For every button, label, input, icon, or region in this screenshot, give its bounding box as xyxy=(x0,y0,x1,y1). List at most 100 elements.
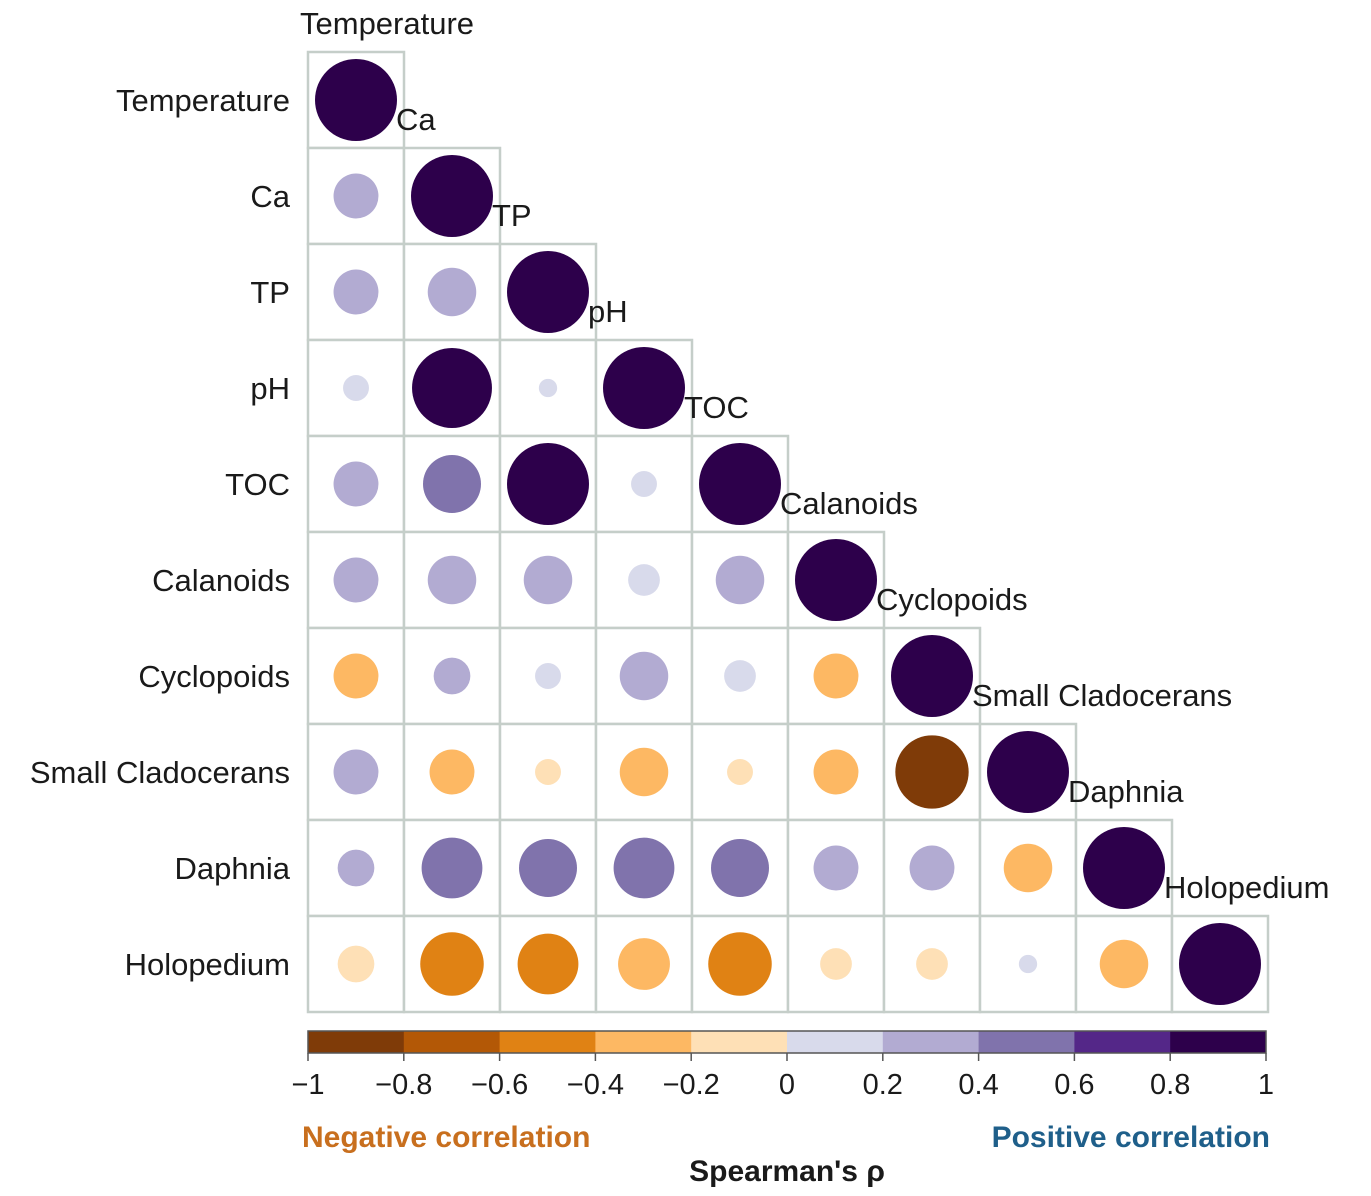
colorbar-tick-label-6: 0.2 xyxy=(863,1069,903,1101)
row-label-tp: TP xyxy=(250,275,290,310)
colorbar-tick-label-7: 0.4 xyxy=(958,1069,998,1101)
corr-circle-calanoids-ca xyxy=(427,555,477,605)
corr-circle-calanoids-temperature xyxy=(333,557,379,603)
corr-circle-daphnia-cyclopoids xyxy=(909,845,955,891)
corr-circle-holopedium-toc xyxy=(708,932,772,996)
corr-circle-cyclopoids-ca xyxy=(433,657,471,695)
column-label-ph: pH xyxy=(588,294,628,329)
corr-circle-small-cladocerans-toc xyxy=(727,759,753,785)
row-label-holopedium: Holopedium xyxy=(125,947,290,982)
corr-circle-small-cladocerans-tp xyxy=(535,759,561,785)
corr-circle-toc-ca xyxy=(423,455,481,513)
colorbar-bin-8 xyxy=(1074,1031,1171,1053)
column-label-daphnia: Daphnia xyxy=(1068,774,1184,809)
corr-circle-cyclopoids-ph xyxy=(619,651,669,701)
corr-circle-tp-tp xyxy=(507,251,589,333)
column-label-toc: TOC xyxy=(684,390,749,425)
colorbar-tick-label-8: 0.6 xyxy=(1054,1069,1094,1101)
corr-circle-holopedium-holopedium xyxy=(1179,923,1261,1005)
corr-circle-toc-temperature xyxy=(333,461,379,507)
row-label-toc: TOC xyxy=(225,467,290,502)
corr-circle-holopedium-cyclopoids xyxy=(916,948,948,980)
corr-circle-calanoids-tp xyxy=(523,555,573,605)
column-labels: Temperature Ca TP pH TOC Calanoids Cyclopoids S… xyxy=(300,6,1329,905)
corr-circle-calanoids-ph xyxy=(628,564,660,596)
corr-circle-cyclopoids-temperature xyxy=(333,653,379,699)
row-label-ph: pH xyxy=(250,371,290,406)
corr-circle-holopedium-ca xyxy=(420,932,484,996)
colorbar-bin-9 xyxy=(1170,1031,1267,1053)
corr-circle-ph-temperature xyxy=(343,375,369,401)
corr-circle-daphnia-temperature xyxy=(337,849,375,887)
corr-circle-daphnia-ph xyxy=(613,837,675,899)
corr-circle-daphnia-ca xyxy=(421,837,483,899)
corr-circle-ph-tp xyxy=(538,378,558,398)
corr-circle-toc-ph xyxy=(631,471,657,497)
corr-circle-cyclopoids-toc xyxy=(724,660,756,692)
row-label-small-cladocerans: Small Cladocerans xyxy=(30,755,290,790)
corr-circle-toc-tp xyxy=(507,443,589,525)
corr-circle-toc-toc xyxy=(699,443,781,525)
corr-circle-small-cladocerans-temperature xyxy=(333,749,379,795)
corr-circle-small-cladocerans-ca xyxy=(429,749,475,795)
colorbar-bin-6 xyxy=(882,1031,980,1053)
corr-circle-cyclopoids-calanoids xyxy=(813,653,859,699)
colorbar-ticks: −1 −0.8 −0.6 −0.4 −0.2 0 0.2 0.4 0.6 0.8 1 xyxy=(291,1053,1274,1101)
colorbar-bin-1 xyxy=(403,1031,501,1053)
corr-circle-calanoids-toc xyxy=(715,555,765,605)
corr-circle-ph-ca xyxy=(412,348,492,428)
corr-circle-ca-ca xyxy=(411,155,493,237)
row-labels: Temperature Ca TP pH TOC Calanoids Cyclopoids S… xyxy=(30,83,291,982)
corr-circle-tp-temperature xyxy=(333,269,379,315)
colorbar-bin-2 xyxy=(499,1031,596,1053)
colorbar-tick-label-1: −0.8 xyxy=(375,1069,432,1101)
column-label-temperature: Temperature xyxy=(300,6,474,41)
corr-circle-holopedium-tp xyxy=(517,933,579,995)
colorbar-bin-0 xyxy=(308,1031,405,1053)
corr-circle-holopedium-calanoids xyxy=(820,948,852,980)
corr-circle-small-cladocerans-calanoids xyxy=(813,749,859,795)
row-label-temperature: Temperature xyxy=(116,83,290,118)
colorbar-bin-5 xyxy=(787,1031,884,1053)
cell-cyclopoids-temperature xyxy=(306,626,406,726)
colorbar-tick-label-0: −1 xyxy=(291,1069,324,1101)
colorbar-bin-4 xyxy=(691,1031,788,1053)
corr-circle-small-cladocerans-ph xyxy=(619,747,669,797)
corr-circle-cyclopoids-tp xyxy=(535,663,561,689)
column-label-ca: Ca xyxy=(396,102,436,137)
row-label-daphnia: Daphnia xyxy=(175,851,291,886)
colorbar-tick-label-4: −0.2 xyxy=(663,1069,720,1101)
corr-circle-daphnia-toc xyxy=(711,839,769,897)
colorbar-tick-label-5: 0 xyxy=(779,1069,795,1101)
corr-circle-daphnia-calanoids xyxy=(813,845,859,891)
colorbar-tick-label-2: −0.6 xyxy=(471,1069,528,1101)
column-label-cyclopoids: Cyclopoids xyxy=(876,582,1028,617)
corr-circle-holopedium-temperature xyxy=(337,945,375,983)
row-label-calanoids: Calanoids xyxy=(152,563,290,598)
corr-circle-holopedium-small-cladocerans xyxy=(1018,954,1038,974)
column-label-holopedium: Holopedium xyxy=(1164,870,1329,905)
column-label-calanoids: Calanoids xyxy=(780,486,918,521)
corr-circle-temperature-temperature xyxy=(315,59,397,141)
corr-circle-daphnia-daphnia xyxy=(1083,827,1165,909)
corr-circle-holopedium-daphnia xyxy=(1099,939,1149,989)
corr-circle-daphnia-tp xyxy=(519,839,577,897)
row-label-ca: Ca xyxy=(250,179,290,214)
corr-circle-small-cladocerans-small-cladocerans xyxy=(987,731,1069,813)
cell-toc-ph xyxy=(594,434,694,534)
colorbar xyxy=(307,1030,1267,1054)
colorbar-tick-label-10: 1 xyxy=(1258,1069,1274,1101)
negative-correlation-label: Negative correlation xyxy=(302,1121,590,1154)
row-label-cyclopoids: Cyclopoids xyxy=(138,659,290,694)
corr-circle-holopedium-ph xyxy=(618,938,670,990)
colorbar-tick-label-9: 0.8 xyxy=(1150,1069,1190,1101)
colorbar-bin-3 xyxy=(595,1031,692,1053)
corr-circle-daphnia-small-cladocerans xyxy=(1003,843,1053,893)
corr-circle-small-cladocerans-cyclopoids xyxy=(895,735,969,809)
colorbar-tick-label-3: −0.4 xyxy=(567,1069,624,1101)
corr-circle-cyclopoids-cyclopoids xyxy=(891,635,973,717)
column-label-small-cladocerans: Small Cladocerans xyxy=(972,678,1232,713)
positive-correlation-label: Positive correlation xyxy=(992,1121,1270,1154)
corr-circle-ph-ph xyxy=(603,347,685,429)
